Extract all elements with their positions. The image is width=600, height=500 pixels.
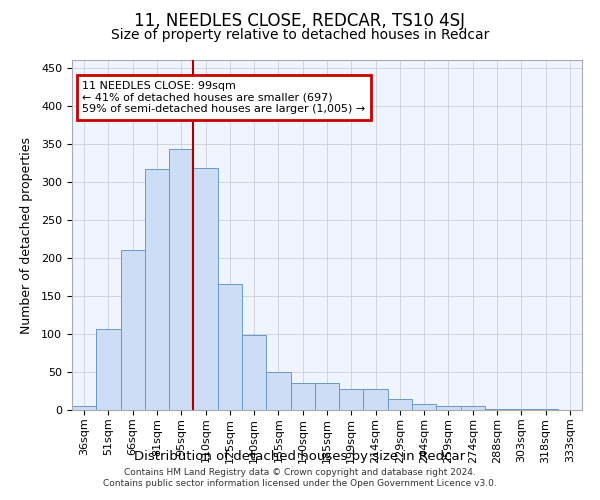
- Text: Distribution of detached houses by size in Redcar: Distribution of detached houses by size …: [134, 450, 466, 463]
- Bar: [193, 168, 218, 410]
- Bar: [364, 390, 388, 410]
- Text: Contains HM Land Registry data © Crown copyright and database right 2024.
Contai: Contains HM Land Registry data © Crown c…: [103, 468, 497, 487]
- Text: 11, NEEDLES CLOSE, REDCAR, TS10 4SJ: 11, NEEDLES CLOSE, REDCAR, TS10 4SJ: [134, 12, 466, 30]
- Bar: [388, 398, 412, 410]
- Y-axis label: Number of detached properties: Number of detached properties: [20, 136, 33, 334]
- Bar: [96, 328, 121, 410]
- Bar: [72, 406, 96, 410]
- Bar: [461, 406, 485, 410]
- Bar: [315, 384, 339, 410]
- Bar: [121, 250, 145, 410]
- Bar: [485, 409, 509, 410]
- Text: Size of property relative to detached houses in Redcar: Size of property relative to detached ho…: [111, 28, 489, 42]
- Bar: [412, 404, 436, 410]
- Bar: [218, 284, 242, 410]
- Bar: [339, 390, 364, 410]
- Bar: [509, 409, 533, 410]
- Text: 11 NEEDLES CLOSE: 99sqm
← 41% of detached houses are smaller (697)
59% of semi-d: 11 NEEDLES CLOSE: 99sqm ← 41% of detache…: [82, 81, 365, 114]
- Bar: [169, 149, 193, 410]
- Bar: [242, 334, 266, 410]
- Bar: [145, 169, 169, 410]
- Bar: [436, 406, 461, 410]
- Bar: [533, 409, 558, 410]
- Bar: [266, 372, 290, 410]
- Bar: [290, 384, 315, 410]
